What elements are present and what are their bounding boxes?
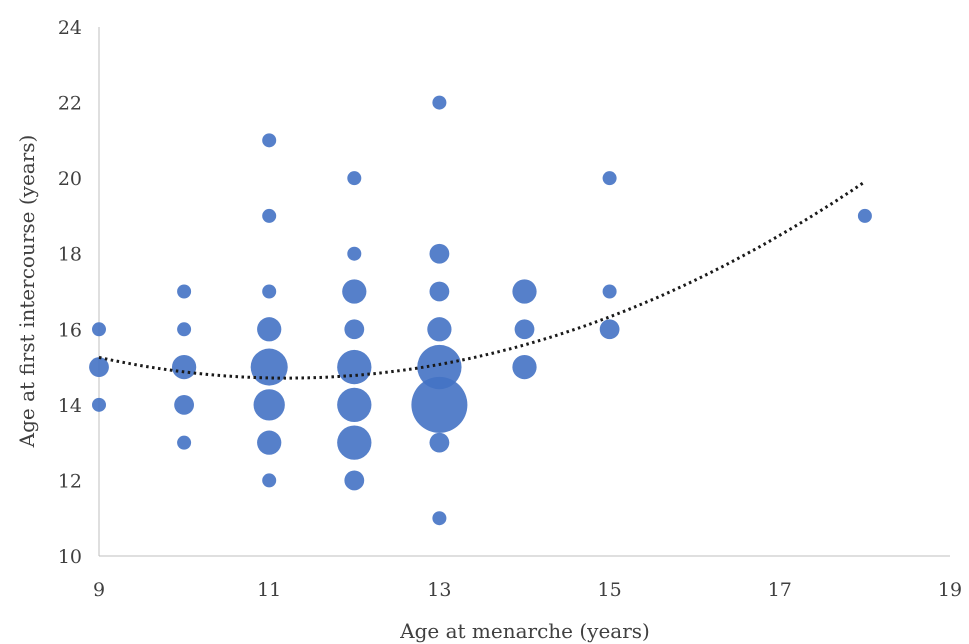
bubble-point [347, 246, 362, 261]
bubble-point [429, 432, 450, 453]
bubble-series [89, 95, 872, 526]
bubble-point [432, 511, 447, 526]
y-tick-label: 14 [58, 395, 82, 417]
y-tick-labels: 10 12 14 16 18 20 22 24 [58, 17, 82, 568]
x-tick-label: 13 [427, 579, 451, 601]
bubble-point [602, 171, 617, 186]
y-tick-label: 12 [58, 470, 82, 492]
bubble-point [174, 394, 194, 415]
bubble-point [257, 317, 282, 342]
bubble-point [177, 322, 192, 337]
bubble-point [177, 284, 192, 299]
bubble-point [262, 284, 277, 299]
bubble-point [432, 95, 447, 110]
bubble-point [171, 354, 197, 380]
bubble-point [429, 243, 450, 264]
bubble-point [344, 319, 365, 340]
bubble-point [512, 279, 537, 304]
bubble-point [344, 470, 365, 491]
bubble-point [177, 435, 192, 450]
bubble-point [337, 349, 372, 385]
bubble-point [602, 284, 617, 299]
axes [98, 27, 950, 557]
x-tick-label: 17 [768, 579, 792, 601]
bubble-point [262, 473, 277, 488]
bubble-point [257, 430, 282, 455]
bubble-point [514, 319, 535, 340]
x-tick-label: 19 [938, 579, 962, 601]
bubble-point [342, 279, 367, 304]
x-tick-labels: 9 11 13 15 17 19 [93, 579, 962, 601]
bubble-point [89, 357, 109, 377]
y-axis-title: Age at first intercourse (years) [15, 135, 39, 449]
bubble-point [262, 133, 277, 148]
bubble-point [599, 319, 620, 340]
y-tick-label: 20 [58, 168, 82, 190]
y-tick-label: 10 [58, 546, 82, 568]
y-tick-label: 24 [58, 17, 82, 39]
x-tick-label: 9 [93, 579, 105, 601]
bubble-point [411, 376, 468, 433]
x-tick-label: 11 [257, 579, 281, 601]
bubble-point [92, 397, 106, 412]
bubble-point [92, 322, 106, 337]
trendline [98, 180, 866, 380]
bubble-point [337, 387, 372, 423]
bubble-point [253, 389, 285, 421]
bubble-point [427, 317, 452, 342]
x-tick-label: 15 [598, 579, 622, 601]
bubble-point [429, 281, 450, 302]
bubble-point [417, 344, 462, 390]
bubble-point [262, 208, 277, 223]
bubble-point [347, 171, 362, 186]
y-tick-label: 22 [58, 93, 82, 115]
y-tick-label: 16 [58, 319, 82, 341]
bubble-point [250, 348, 288, 386]
bubble-point [337, 425, 372, 460]
bubble-point [857, 208, 872, 223]
y-tick-label: 18 [58, 244, 82, 266]
x-axis-title: Age at menarche (years) [399, 619, 650, 643]
bubble-point [512, 354, 537, 380]
